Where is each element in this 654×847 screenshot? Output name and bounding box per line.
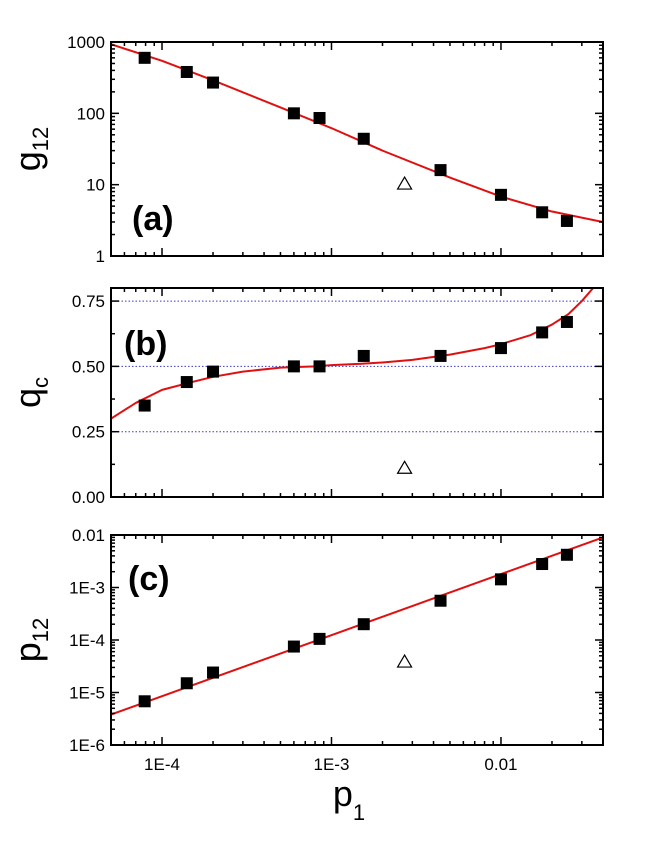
axis-ticks: [110, 534, 604, 746]
y-tick-label: 1000: [67, 33, 105, 52]
plot-frame: [110, 287, 604, 498]
fit-curve: [111, 288, 594, 420]
data-point-square: [357, 132, 370, 145]
y-axis-title-sub: 12: [28, 127, 53, 151]
fit-curve-line: [111, 536, 603, 716]
data-point-square: [494, 342, 507, 355]
data-point-square: [313, 632, 326, 645]
data-point-square: [313, 112, 326, 125]
data-point-square: [536, 206, 549, 219]
data-point-square: [138, 399, 151, 412]
y-tick-label: 1E-4: [69, 631, 105, 650]
y-axis-title-sub: 12: [28, 618, 53, 642]
svg-text:p12: p12: [7, 618, 53, 663]
x-tick-labels: 1E-4 1E-3 0.01: [144, 755, 517, 774]
y-tick-label: 0.01: [72, 526, 105, 545]
y-axis-title: p12: [7, 618, 53, 663]
data-markers: [138, 51, 573, 227]
svg-text:g12: g12: [7, 127, 53, 172]
y-tick-label: 100: [77, 104, 105, 123]
y-tick-label: 1E-3: [69, 579, 105, 598]
data-point-square: [434, 349, 447, 362]
x-tick-label: 0.01: [484, 755, 517, 774]
data-point-square: [138, 695, 151, 708]
y-tick-label: 1: [96, 247, 105, 266]
data-point-square: [560, 214, 573, 227]
x-axis-title-main: p: [333, 773, 353, 814]
y-tick-labels: 0.00 0.25 0.50 0.75: [72, 292, 105, 507]
panel-label: (a): [132, 200, 174, 238]
panel-b: 0.00 0.25 0.50 0.75 (b) qc: [7, 287, 604, 507]
data-point-triangle: [396, 175, 413, 190]
x-tick-label: 1E-4: [144, 755, 180, 774]
y-axis-title-sub: c: [28, 377, 53, 388]
data-point-square: [313, 360, 326, 373]
data-point-triangle: [396, 653, 413, 668]
fit-curve: [111, 536, 603, 716]
data-point-square: [287, 107, 300, 120]
data-point-square: [180, 65, 193, 78]
data-point-square: [207, 76, 220, 89]
reference-lines: [111, 300, 603, 433]
data-point-square: [560, 315, 573, 328]
y-tick-labels: 1E-6 1E-5 1E-4 1E-3 0.01: [69, 526, 105, 755]
y-tick-label: 10: [86, 176, 105, 195]
axis-ticks: [110, 41, 604, 257]
data-point-square: [287, 360, 300, 373]
data-point-square: [357, 349, 370, 362]
svg-text:qc: qc: [7, 377, 53, 408]
y-tick-label: 1E-5: [69, 684, 105, 703]
plot-frame: [110, 41, 604, 257]
data-point-square: [494, 188, 507, 201]
y-tick-label: 1E-6: [69, 736, 105, 755]
y-axis-title: qc: [7, 377, 53, 408]
data-markers: [138, 548, 573, 708]
data-point-square: [207, 365, 220, 378]
x-tick-label: 1E-3: [314, 755, 350, 774]
panel-label: (c): [128, 560, 170, 598]
data-point-square: [180, 677, 193, 690]
y-axis-title-main: g: [7, 151, 48, 171]
x-axis-title: p1: [333, 773, 365, 825]
data-point-square: [494, 573, 507, 586]
axis-ticks: [110, 288, 604, 498]
data-point-square: [536, 558, 549, 571]
data-point-square: [138, 51, 151, 64]
y-axis-title-main: q: [7, 388, 48, 408]
y-tick-label: 0.50: [72, 357, 105, 376]
y-axis-title-main: p: [7, 642, 48, 662]
data-point-square: [434, 594, 447, 607]
data-point-square: [207, 666, 220, 679]
y-axis-title: g12: [7, 127, 53, 172]
data-point-square: [434, 164, 447, 177]
data-point-square: [536, 326, 549, 339]
data-point-triangle: [396, 460, 413, 474]
y-tick-label: 0.25: [72, 423, 105, 442]
y-tick-label: 0.75: [72, 292, 105, 311]
x-axis-title-sub: 1: [353, 800, 365, 825]
y-tick-label: 0.00: [72, 488, 105, 507]
data-point-square: [357, 618, 370, 631]
panel-label: (b): [124, 325, 167, 363]
plot-frame: [110, 534, 604, 746]
data-point-square: [560, 548, 573, 561]
data-markers: [138, 315, 573, 474]
svg-text:p1: p1: [333, 773, 365, 825]
y-tick-labels: 1 10 100 1000: [67, 33, 105, 266]
data-point-square: [287, 640, 300, 653]
panel-c: 1E-61E-51E-41E-30.01 1E-4 1E-3 0.01 (c) p1…: [7, 526, 604, 825]
data-point-square: [180, 376, 193, 389]
fit-curve-line: [111, 288, 594, 420]
panel-a: 1 10 100 1000 (a) g12: [7, 33, 604, 266]
